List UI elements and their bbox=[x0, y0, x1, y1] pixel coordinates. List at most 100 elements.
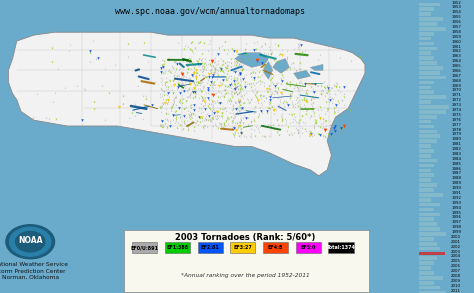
Point bbox=[253, 96, 261, 101]
Point bbox=[174, 85, 182, 90]
Point bbox=[167, 105, 175, 110]
Point bbox=[176, 98, 183, 103]
Point bbox=[333, 85, 340, 90]
Point bbox=[236, 134, 243, 139]
Point bbox=[184, 64, 191, 69]
Point bbox=[91, 100, 98, 105]
Point bbox=[312, 120, 319, 125]
Bar bbox=[419, 203, 440, 207]
Point bbox=[247, 71, 255, 76]
Point bbox=[275, 132, 283, 137]
Point bbox=[329, 97, 337, 101]
Bar bbox=[419, 183, 438, 187]
Point bbox=[205, 42, 212, 47]
Point bbox=[212, 124, 220, 129]
Point bbox=[311, 82, 319, 86]
Point bbox=[205, 102, 213, 107]
Point bbox=[227, 85, 235, 90]
Point bbox=[225, 68, 232, 73]
Point bbox=[293, 74, 301, 79]
Point bbox=[201, 126, 208, 130]
Point bbox=[182, 116, 190, 121]
Point bbox=[201, 100, 209, 105]
Point bbox=[190, 128, 198, 133]
Point bbox=[187, 103, 194, 108]
Text: 1981: 1981 bbox=[451, 142, 461, 146]
Point bbox=[157, 80, 164, 84]
Point bbox=[283, 59, 291, 64]
Point bbox=[188, 73, 195, 78]
Point bbox=[330, 82, 338, 87]
Point bbox=[211, 70, 219, 75]
Point bbox=[232, 63, 240, 67]
Point bbox=[237, 118, 245, 123]
Point bbox=[173, 125, 181, 130]
Text: 1990: 1990 bbox=[451, 186, 461, 190]
Point bbox=[200, 125, 207, 130]
Text: EF4:8: EF4:8 bbox=[268, 245, 283, 251]
Point bbox=[173, 96, 180, 100]
Point bbox=[157, 122, 164, 127]
Point bbox=[293, 96, 301, 101]
Point bbox=[160, 125, 167, 130]
Bar bbox=[419, 198, 431, 202]
Point bbox=[306, 132, 313, 137]
Text: 1959: 1959 bbox=[451, 35, 461, 39]
Point bbox=[238, 105, 246, 110]
Point bbox=[320, 85, 328, 90]
Point bbox=[231, 81, 238, 86]
Point bbox=[310, 133, 318, 138]
Point bbox=[211, 67, 219, 71]
Point bbox=[237, 60, 245, 64]
Point bbox=[251, 134, 258, 139]
Point bbox=[209, 81, 217, 86]
Point bbox=[190, 85, 198, 90]
Point bbox=[176, 98, 183, 103]
Point bbox=[216, 83, 223, 88]
Point bbox=[139, 94, 146, 98]
Point bbox=[191, 63, 199, 67]
Point bbox=[273, 130, 281, 135]
Point bbox=[201, 98, 208, 103]
Point bbox=[186, 77, 194, 82]
Point bbox=[224, 47, 232, 52]
Point bbox=[230, 82, 238, 87]
Point bbox=[232, 90, 240, 94]
Point bbox=[189, 112, 197, 117]
Point bbox=[340, 85, 348, 89]
Point bbox=[205, 113, 212, 118]
Point bbox=[278, 117, 286, 122]
Point bbox=[228, 126, 236, 131]
Point bbox=[221, 91, 228, 96]
Point bbox=[158, 83, 165, 88]
Point bbox=[236, 104, 243, 109]
Point bbox=[249, 69, 256, 74]
Bar bbox=[419, 110, 447, 114]
Point bbox=[208, 115, 215, 120]
Point bbox=[317, 132, 324, 137]
Point bbox=[221, 88, 229, 93]
Point bbox=[191, 88, 198, 93]
Point bbox=[177, 84, 184, 89]
Bar bbox=[419, 17, 444, 21]
Text: 1973: 1973 bbox=[451, 103, 461, 107]
Point bbox=[239, 58, 247, 63]
Point bbox=[228, 47, 236, 52]
Point bbox=[160, 59, 168, 63]
Point bbox=[292, 67, 299, 72]
Bar bbox=[419, 115, 438, 119]
Text: 1991: 1991 bbox=[451, 191, 461, 195]
Point bbox=[219, 59, 227, 63]
Text: National Weather Service: National Weather Service bbox=[0, 262, 68, 267]
Point bbox=[234, 64, 241, 69]
Point bbox=[297, 42, 304, 47]
Point bbox=[205, 74, 212, 78]
Point bbox=[252, 125, 260, 130]
Point bbox=[187, 106, 195, 111]
Point bbox=[237, 89, 244, 94]
Point bbox=[172, 94, 180, 98]
Point bbox=[180, 113, 188, 118]
Point bbox=[208, 116, 216, 120]
Point bbox=[273, 81, 280, 86]
Point bbox=[218, 44, 226, 49]
